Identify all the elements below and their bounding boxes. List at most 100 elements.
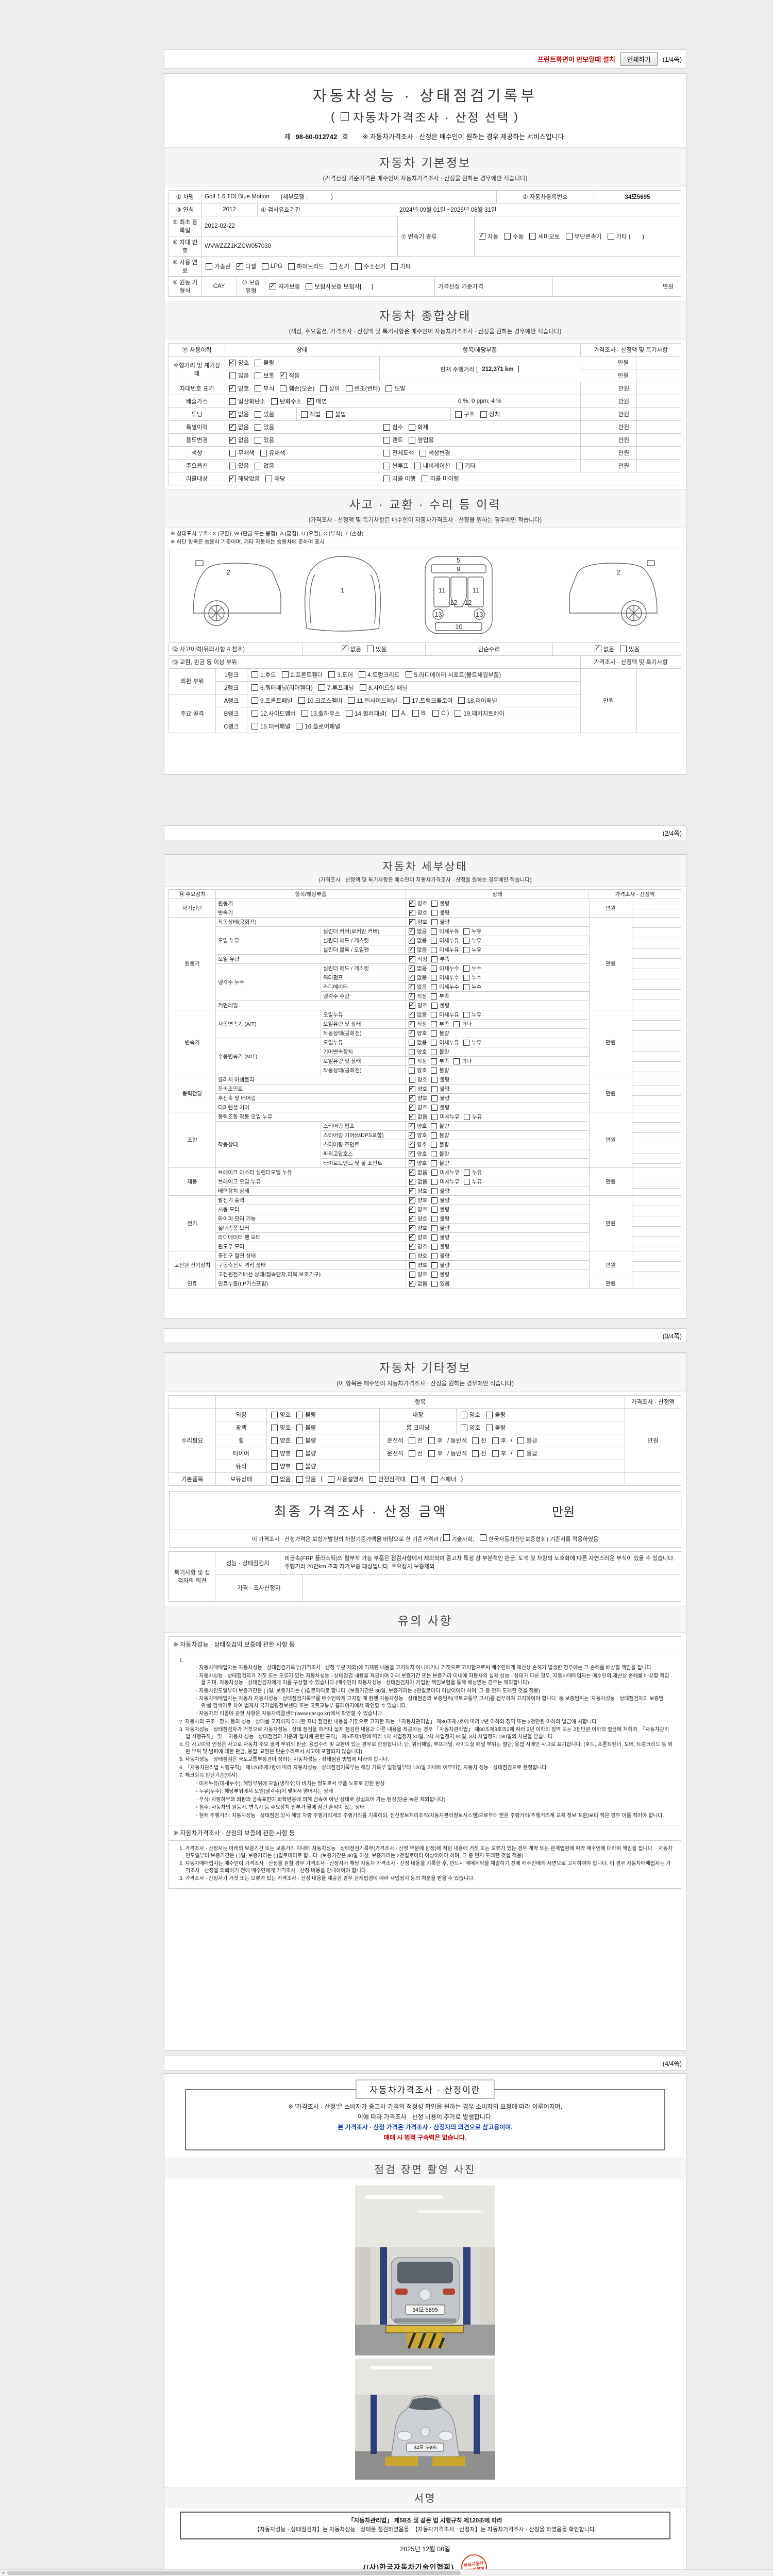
- checkbox[interactable]: [431, 1188, 438, 1194]
- checkbox[interactable]: [565, 233, 573, 240]
- checkbox[interactable]: [359, 684, 366, 691]
- checkbox[interactable]: [412, 710, 419, 717]
- scrollbar-thumb[interactable]: [7, 2571, 461, 2575]
- checkbox[interactable]: [383, 462, 390, 469]
- checkbox[interactable]: [271, 1463, 278, 1470]
- checkbox[interactable]: [431, 1178, 438, 1185]
- checkbox[interactable]: [409, 1252, 415, 1259]
- checkbox[interactable]: [431, 1048, 438, 1055]
- checkbox[interactable]: [409, 1039, 415, 1046]
- scroll-left-arrow[interactable]: ◄: [1, 2570, 5, 2575]
- checkbox[interactable]: [431, 1271, 438, 1278]
- checkbox-checked[interactable]: [229, 435, 236, 444]
- checkbox[interactable]: [431, 1095, 438, 1101]
- checkbox[interactable]: [432, 710, 440, 717]
- checkbox-checked[interactable]: [229, 422, 236, 431]
- checkbox-checked[interactable]: [409, 1001, 415, 1009]
- checkbox[interactable]: [461, 1424, 467, 1431]
- checkbox[interactable]: [301, 411, 308, 418]
- checkbox-checked[interactable]: [409, 1233, 415, 1241]
- checkbox[interactable]: [383, 449, 390, 456]
- price-survey-checkbox[interactable]: [340, 112, 349, 121]
- checkbox[interactable]: [296, 1424, 304, 1431]
- checkbox[interactable]: [255, 411, 262, 418]
- checkbox[interactable]: [271, 1450, 278, 1457]
- checkbox[interactable]: [431, 993, 438, 999]
- checkbox-checked[interactable]: [409, 982, 415, 990]
- checkbox[interactable]: [271, 1437, 278, 1444]
- checkbox[interactable]: [431, 1160, 438, 1166]
- checkbox[interactable]: [431, 1215, 438, 1222]
- checkbox[interactable]: [431, 1262, 438, 1268]
- checkbox-checked[interactable]: [341, 644, 348, 652]
- checkbox[interactable]: [229, 449, 236, 456]
- checkbox-checked[interactable]: [229, 358, 236, 366]
- checkbox[interactable]: [391, 263, 398, 270]
- checkbox[interactable]: [409, 1271, 415, 1278]
- checkbox-checked[interactable]: [409, 1177, 415, 1185]
- checkbox[interactable]: [296, 1463, 304, 1470]
- checkbox-checked[interactable]: [409, 1214, 415, 1222]
- checkbox[interactable]: [431, 1225, 438, 1231]
- checkbox[interactable]: [206, 263, 212, 270]
- checkbox[interactable]: [517, 1450, 525, 1457]
- checkbox[interactable]: [463, 984, 469, 990]
- checkbox[interactable]: [408, 1437, 415, 1444]
- checkbox-checked[interactable]: [479, 231, 485, 240]
- checkbox-checked[interactable]: [270, 282, 276, 290]
- checkbox[interactable]: [431, 1021, 438, 1027]
- checkbox[interactable]: [456, 462, 463, 469]
- checkbox[interactable]: [421, 475, 428, 482]
- checkbox[interactable]: [431, 1197, 438, 1204]
- checkbox-checked[interactable]: [409, 918, 415, 925]
- checkbox[interactable]: [431, 956, 438, 962]
- print-install-hint[interactable]: 프린트화면이 안보일때 설치: [537, 56, 615, 63]
- checkbox[interactable]: [607, 233, 614, 240]
- checkbox[interactable]: [431, 928, 438, 935]
- checkbox[interactable]: [251, 684, 258, 691]
- checkbox[interactable]: [271, 1476, 278, 1483]
- checkbox[interactable]: [463, 965, 469, 972]
- checkbox[interactable]: [229, 372, 236, 379]
- checkbox[interactable]: [431, 1280, 438, 1287]
- checkbox-checked[interactable]: [229, 474, 236, 482]
- checkbox-checked[interactable]: [409, 1112, 415, 1120]
- checkbox[interactable]: [409, 1067, 415, 1074]
- checkbox[interactable]: [504, 233, 511, 240]
- checkbox[interactable]: [296, 1476, 304, 1483]
- checkbox[interactable]: [260, 449, 267, 456]
- checkbox-checked[interactable]: [409, 1094, 415, 1101]
- checkbox-checked[interactable]: [236, 262, 243, 270]
- checkbox[interactable]: [463, 1169, 470, 1176]
- checkbox[interactable]: [255, 359, 262, 366]
- checkbox[interactable]: [463, 1178, 470, 1185]
- checkbox[interactable]: [492, 1450, 499, 1457]
- checkbox[interactable]: [229, 398, 236, 405]
- checkbox[interactable]: [431, 1011, 438, 1018]
- checkbox[interactable]: [620, 646, 627, 652]
- checkbox[interactable]: [271, 398, 278, 405]
- checkbox[interactable]: [463, 937, 469, 944]
- checkbox-checked[interactable]: [409, 1279, 415, 1287]
- checkbox-checked[interactable]: [409, 899, 415, 907]
- checkbox[interactable]: [355, 263, 362, 270]
- checkbox-checked[interactable]: [409, 1020, 415, 1027]
- checkbox[interactable]: [383, 423, 390, 431]
- checkbox[interactable]: [455, 411, 462, 418]
- checkbox[interactable]: [431, 1104, 438, 1111]
- checkbox[interactable]: [359, 671, 366, 678]
- checkbox-checked[interactable]: [409, 927, 415, 935]
- checkbox[interactable]: [296, 723, 303, 730]
- checkbox[interactable]: [261, 263, 268, 270]
- checkbox-checked[interactable]: [409, 1103, 415, 1111]
- checkbox[interactable]: [251, 697, 258, 704]
- checkbox[interactable]: [431, 1150, 438, 1157]
- checkbox[interactable]: [296, 1450, 304, 1457]
- print-button[interactable]: 인쇄하기: [620, 52, 658, 66]
- checkbox[interactable]: [431, 900, 438, 907]
- checkbox-checked[interactable]: [229, 384, 236, 392]
- checkbox[interactable]: [431, 1067, 438, 1074]
- checkbox[interactable]: [431, 965, 438, 972]
- checkbox[interactable]: [431, 1030, 438, 1037]
- checkbox-checked[interactable]: [409, 1187, 415, 1194]
